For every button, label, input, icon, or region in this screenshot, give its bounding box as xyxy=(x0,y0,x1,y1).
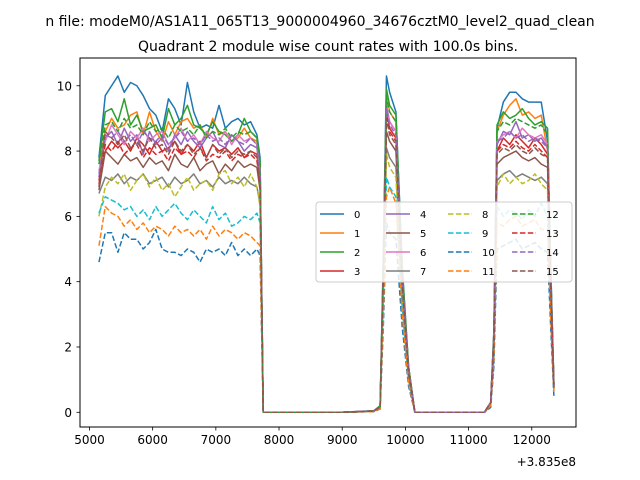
chart-title: Quadrant 2 module wise count rates with … xyxy=(138,39,518,55)
legend-label-12: 12 xyxy=(546,210,559,221)
legend-label-1: 1 xyxy=(354,229,360,240)
legend-label-11: 11 xyxy=(482,267,495,278)
x-tick-label: 12000 xyxy=(513,433,551,447)
y-tick-label: 0 xyxy=(64,406,72,420)
legend-label-15: 15 xyxy=(546,267,559,278)
legend-box xyxy=(315,201,573,283)
y-tick-label: 8 xyxy=(64,145,72,159)
y-tick-label: 6 xyxy=(64,210,72,224)
x-offset-label: +3.835e8 xyxy=(517,455,576,469)
y-tick-label: 10 xyxy=(57,79,72,93)
series-line-8 xyxy=(98,153,555,414)
legend-label-5: 5 xyxy=(420,229,426,240)
y-tick-label: 4 xyxy=(64,275,72,289)
y-tick-label: 2 xyxy=(64,340,72,354)
plot-frame xyxy=(79,57,577,428)
legend-label-0: 0 xyxy=(354,210,360,221)
legend-label-13: 13 xyxy=(546,229,559,240)
x-tick-label: 7000 xyxy=(201,433,232,447)
series-layer xyxy=(98,75,555,414)
legend-label-9: 9 xyxy=(482,229,488,240)
legend-label-7: 7 xyxy=(420,267,426,278)
x-tick-label: 8000 xyxy=(264,433,295,447)
x-tick-label: 6000 xyxy=(137,433,168,447)
legend-label-2: 2 xyxy=(354,248,360,259)
x-tick-label: 11000 xyxy=(449,433,487,447)
y-axis: 0 2 4 6 8 10 xyxy=(57,79,80,420)
x-tick-label: 9000 xyxy=(327,433,358,447)
x-axis: 5000 6000 7000 8000 9000 10000 11000 12000 xyxy=(74,427,551,447)
series-line-12 xyxy=(98,98,555,414)
legend-label-14: 14 xyxy=(546,248,559,259)
legend-label-10: 10 xyxy=(482,248,495,259)
legend-label-3: 3 xyxy=(354,267,360,278)
chart-suptitle: n file: modeM0/AS1A11_065T13_9000004960_… xyxy=(45,14,594,30)
legend-label-6: 6 xyxy=(420,248,426,259)
legend-label-8: 8 xyxy=(482,210,488,221)
x-tick-label: 5000 xyxy=(74,433,105,447)
series-line-15 xyxy=(98,117,555,414)
x-tick-label: 10000 xyxy=(386,433,424,447)
series-line-14 xyxy=(98,107,555,414)
legend-label-4: 4 xyxy=(420,210,426,221)
